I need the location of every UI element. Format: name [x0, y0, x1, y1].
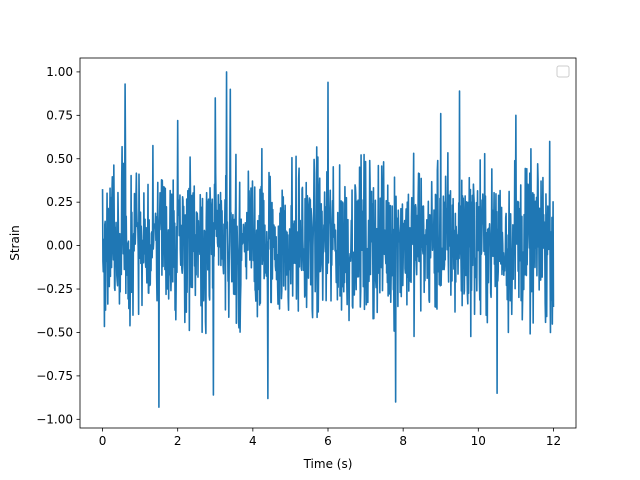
y-tick-label: 0.50	[46, 152, 73, 166]
x-tick-label: 2	[174, 434, 182, 448]
tick-layer: 0 2 4 6 8 10 12 −1.00 −0.75 −0.50 −0.25 0.00 0.25 0.5…	[36, 65, 561, 448]
y-tick-label: −1.00	[36, 412, 73, 426]
x-tick-label: 12	[546, 434, 561, 448]
x-tick-label: 8	[399, 434, 407, 448]
legend-box	[556, 65, 570, 78]
x-tick-label: 6	[324, 434, 332, 448]
y-tick-label: 0.00	[46, 239, 73, 253]
y-tick-label: 0.75	[46, 108, 73, 122]
y-tick-label: −0.50	[36, 325, 73, 339]
x-axis-title: Time (s)	[303, 457, 353, 471]
x-tick-label: 4	[249, 434, 257, 448]
y-tick-label: −0.75	[36, 369, 73, 383]
y-axis-title: Strain	[8, 225, 22, 261]
y-tick-label: −0.25	[36, 282, 73, 296]
y-tick-label: 1.00	[46, 65, 73, 79]
plot-frame	[79, 57, 577, 429]
x-tick-label: 10	[471, 434, 486, 448]
x-tick-label: 0	[99, 434, 107, 448]
series-layer	[101, 71, 555, 408]
y-tick-label: 0.25	[46, 195, 73, 209]
series-line	[101, 71, 555, 408]
